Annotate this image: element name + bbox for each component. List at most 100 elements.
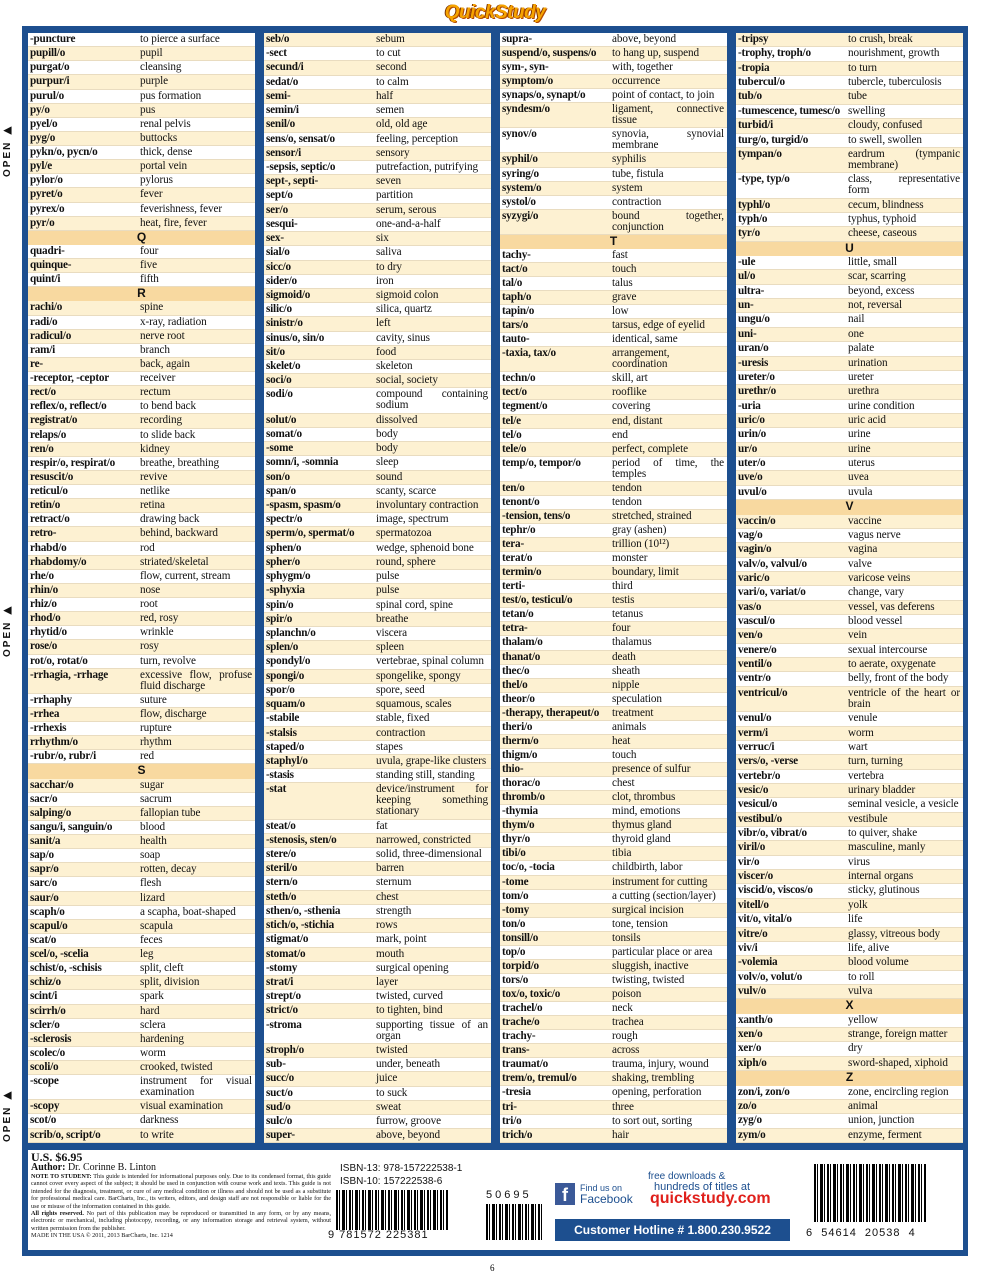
definition: to cut [376, 47, 401, 60]
definition: split, cleft [140, 962, 184, 975]
term: sigmoid/o [266, 289, 311, 301]
glossary-row: semin/i semen [264, 104, 491, 119]
glossary-row: suct/o to suck [264, 1087, 491, 1101]
glossary-row: solut/o dissolved [264, 413, 491, 428]
term: spondyl/o [266, 656, 311, 668]
term: -therapy, therapeut/o [502, 707, 600, 719]
glossary-row: soci/o social, society [264, 374, 491, 389]
definition: compound containing sodium [376, 388, 488, 412]
definition: enzyme, ferment [848, 1128, 922, 1141]
term: tera- [502, 539, 524, 550]
term: sicc/o [266, 261, 291, 273]
glossary-row: -spasm, spasm/o involuntary contraction [264, 499, 491, 514]
term: typhl/o [738, 199, 771, 211]
term: ram/i [30, 344, 56, 356]
definition: nourishment, growth [848, 47, 940, 60]
definition: grave [612, 291, 637, 303]
definition: identical, same [612, 333, 678, 346]
glossary-row: sperm/o, spermat/o spermatozoa [264, 527, 491, 542]
term: relaps/o [30, 429, 67, 441]
definition: sluggish, inactive [612, 959, 689, 972]
page-number: 6 [490, 1263, 495, 1273]
website-link[interactable]: quickstudy.com [650, 1190, 771, 1207]
glossary-row: rot/o, rotat/o turn, revolve [28, 655, 255, 669]
definition: flesh [140, 877, 162, 890]
definition: ureter [848, 370, 874, 383]
author-line: Author: Dr. Corinne B. Linton [31, 1163, 331, 1173]
glossary-row: turbid/i cloudy, confused [736, 119, 963, 134]
glossary-row: salping/o fallopian tube [28, 806, 255, 821]
addon-barcode [486, 1204, 542, 1240]
glossary-row: scler/o sclera [28, 1019, 255, 1033]
definition: mind, emotions [612, 805, 681, 818]
term: reflex/o, reflect/o [30, 401, 107, 413]
definition: five [140, 259, 157, 271]
glossary-row: succ/o juice [264, 1072, 491, 1087]
term: stigmat/o [266, 934, 309, 946]
facebook-icon[interactable]: f [555, 1183, 575, 1205]
glossary-row: ren/o kidney [28, 442, 255, 457]
glossary-row: -rrhexis rupture [28, 722, 255, 737]
glossary-row: sacchar/o sugar [28, 778, 255, 793]
term: strict/o [266, 1005, 298, 1017]
definition: tendon [612, 481, 642, 494]
definition: recording [140, 414, 182, 427]
term: vesicul/o [738, 799, 778, 811]
term: viscer/o [738, 871, 774, 883]
rights-notice: All rights reserved. No part of this pub… [31, 1210, 331, 1232]
definition: rough [612, 1030, 638, 1043]
definition: dissolved [376, 413, 418, 426]
definition: end [612, 428, 628, 441]
definition: pus [140, 103, 156, 116]
term: tenont/o [502, 496, 540, 508]
definition: end, distant [612, 414, 663, 427]
term: -rrhagia, -rrhage [30, 669, 108, 681]
glossary-row: scel/o, -scelia leg [28, 948, 255, 963]
term: retro- [30, 528, 57, 540]
definition: twisted, curved [376, 990, 443, 1003]
definition: nail [848, 313, 865, 326]
definition: arrangement, coordination [612, 347, 670, 371]
definition: striated/skeletal [140, 555, 209, 568]
glossary-row: thio-presence of sulfur [500, 763, 727, 778]
glossary-row: splanchn/o viscera [264, 626, 491, 642]
term: uric/o [738, 414, 765, 426]
term: vag/o [738, 529, 763, 541]
glossary-row: theri/o animals [500, 721, 727, 735]
glossary-row: purul/o pus formation [28, 90, 255, 104]
term: splanchn/o [266, 627, 316, 639]
term: -tomy [502, 904, 529, 916]
glossary-row: trache/o trachea [500, 1016, 727, 1031]
definition: sword-shaped, xiphoid [848, 1056, 948, 1069]
term: scot/o [30, 1115, 57, 1127]
rights-text: No part of this publication may be repro… [31, 1210, 331, 1232]
term: tyr/o [738, 228, 760, 240]
definition: to quiver, shake [848, 827, 918, 840]
term: -stenosis, sten/o [266, 834, 337, 846]
definition: three [612, 1100, 634, 1113]
section-header: U [736, 241, 963, 257]
definition: skill, art [612, 372, 648, 385]
definition: spermatozoa [376, 527, 432, 540]
glossary-row: scat/o feces [28, 934, 255, 948]
side-label-text: OPEN [2, 1105, 13, 1143]
glossary-row: -stalsis contraction [264, 726, 491, 741]
definition: second [376, 61, 407, 74]
term: ungu/o [738, 314, 770, 326]
term: sider/o [266, 275, 297, 287]
term: resuscit/o [30, 471, 74, 483]
definition: masculine, manly [848, 841, 926, 854]
definition: occurrence [612, 75, 661, 88]
definition: to crush, break [848, 33, 913, 45]
glossary-row: scrib/o, script/o to write [28, 1128, 255, 1143]
term: -sect [266, 48, 287, 60]
term: pyr/o [30, 217, 55, 229]
definition: one-and-a-half [376, 217, 441, 230]
downloads-line1: free downloads & [648, 1171, 726, 1182]
facebook-link[interactable]: Find us on Facebook [580, 1183, 633, 1206]
definition: viscera [376, 626, 407, 639]
definition: stapes [376, 740, 403, 753]
definition: stable, fixed [376, 712, 430, 725]
definition: sheath [612, 664, 640, 677]
term: syzygi/o [502, 210, 539, 222]
